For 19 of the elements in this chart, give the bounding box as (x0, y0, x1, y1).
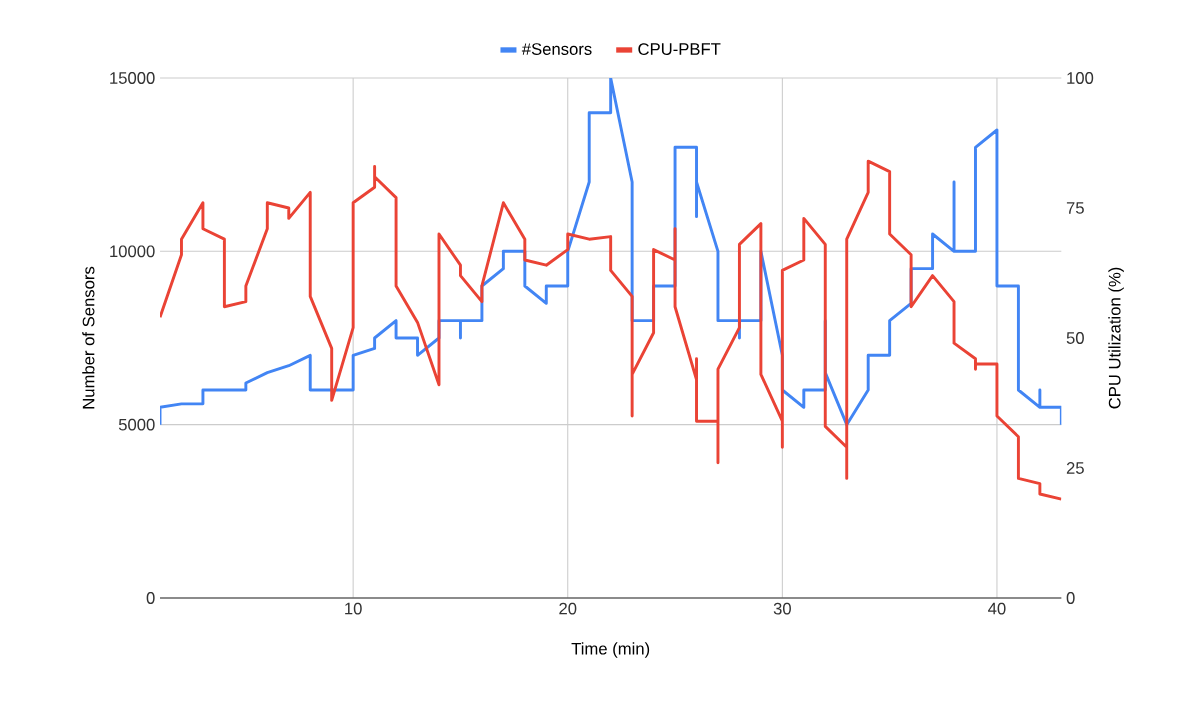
x-tick-label: 40 (988, 602, 1006, 615)
y2-axis-title: CPU Utilization (%) (1108, 267, 1124, 409)
y-tick-label: 5000 (118, 418, 155, 431)
x-tick-label: 30 (773, 602, 791, 615)
y-tick-label: 10000 (110, 245, 155, 258)
line-series (160, 159, 1062, 501)
legend-label: #Sensors (521, 43, 592, 55)
y2-tick-label: 0 (1066, 592, 1075, 604)
y2-tick-label: 100 (1067, 72, 1094, 84)
y2-tick-label: 50 (1066, 332, 1084, 344)
legend-label: CPU-PBFT (638, 43, 721, 55)
x-tick-label: 20 (559, 602, 577, 615)
y2-tick-label: 75 (1066, 202, 1084, 214)
x-tick-label: 10 (345, 602, 362, 615)
y-axis-title: Number of Sensors (82, 266, 95, 409)
y2-tick-label: 25 (1066, 462, 1084, 474)
y-tick-label: 15000 (110, 72, 155, 84)
x-axis-title: Time (min) (571, 642, 650, 658)
y-tick-label: 0 (146, 592, 155, 604)
